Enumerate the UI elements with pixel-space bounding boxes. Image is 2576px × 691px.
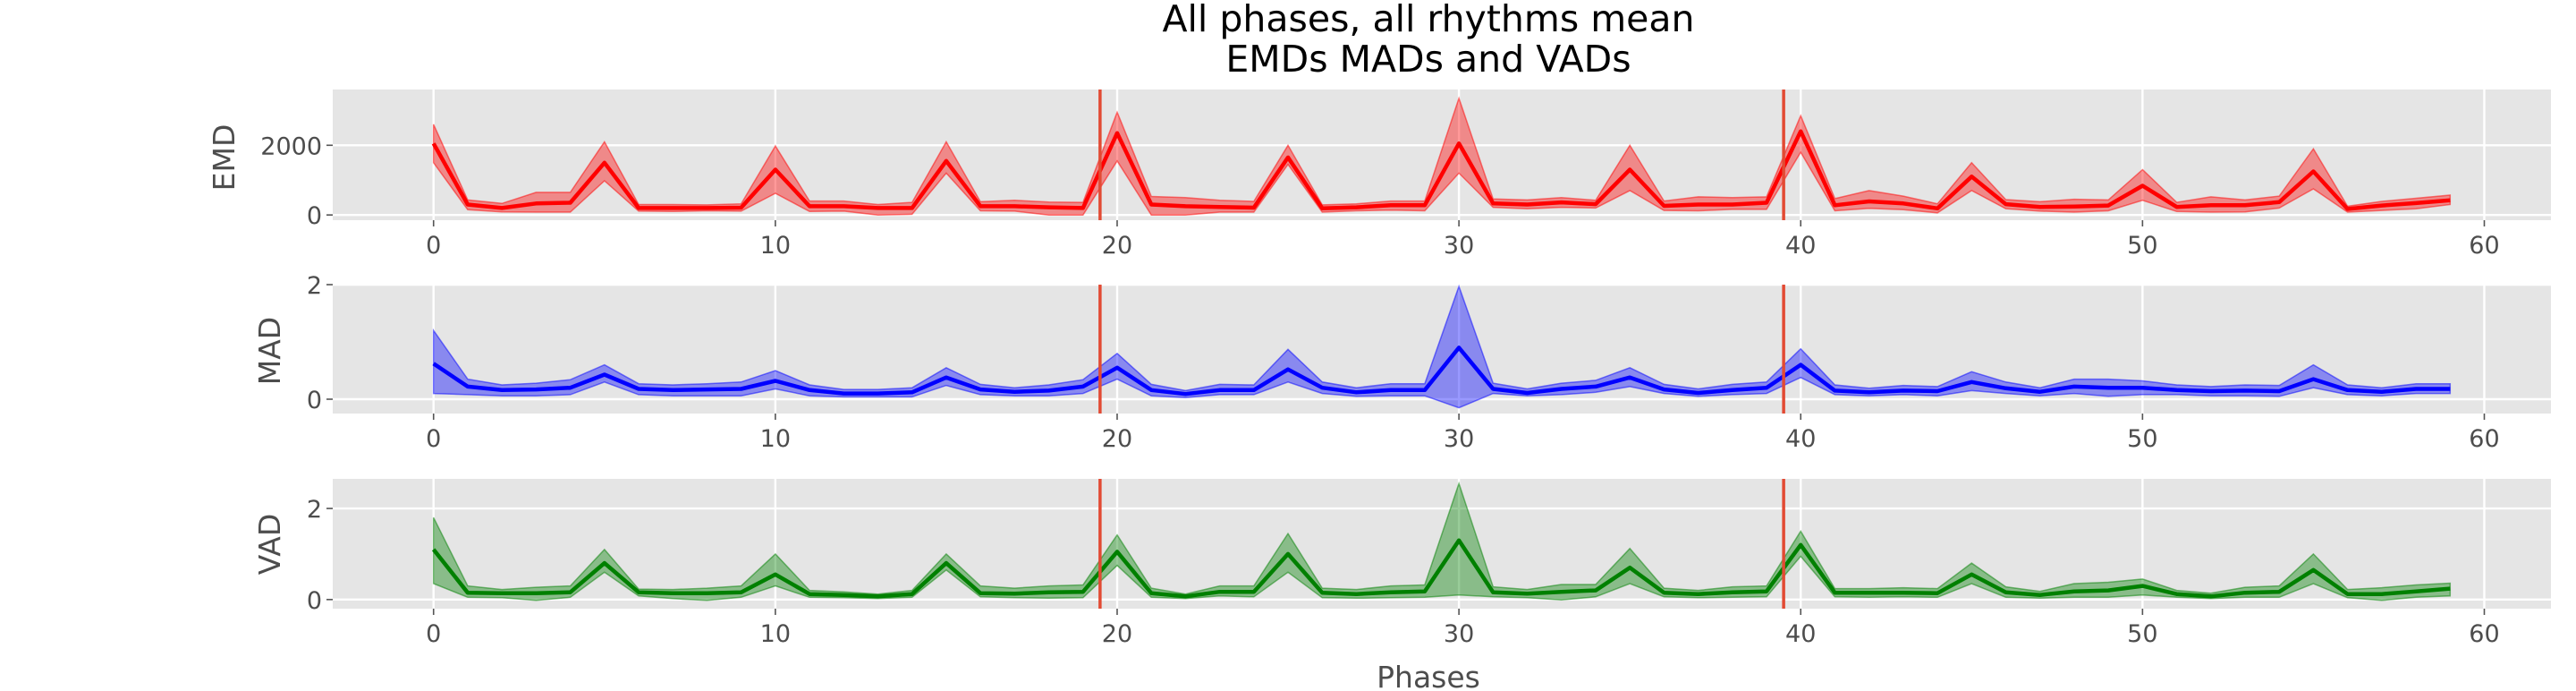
- mad-x-tick-label-0: 0: [426, 425, 441, 453]
- emd-panel: 0 10 20 30 40 50 60 0 2000: [260, 90, 2551, 260]
- emd-x-tick-label-0: 0: [426, 232, 441, 260]
- emd-confidence-band: [432, 96, 2452, 216]
- chart-title-line-2: EMDs MADs and VADs: [1225, 38, 1631, 81]
- vad-x-tick-label-4: 40: [1785, 620, 1816, 648]
- emd-x-tick-label-1: 10: [760, 232, 791, 260]
- mad-y-tick-label-1: 2: [307, 272, 322, 300]
- mad-y-tick-label-0: 0: [307, 387, 322, 414]
- emd-y-tick-label-1: 2000: [260, 132, 322, 160]
- emd-x-tick-label-2: 20: [1102, 232, 1132, 260]
- mad-x-tick-label-3: 30: [1444, 425, 1474, 453]
- emd-x-tick-label-5: 50: [2127, 232, 2157, 260]
- mad-x-tick-label-1: 10: [760, 425, 791, 453]
- mad-confidence-band: [432, 284, 2452, 409]
- vad-x-tick-label-1: 10: [760, 620, 791, 648]
- mad-axis-label: MAD: [252, 317, 287, 385]
- emd-x-tick-label-3: 30: [1444, 232, 1474, 260]
- vad-x-tick-label-0: 0: [426, 620, 441, 648]
- vad-x-tick-label-3: 30: [1444, 620, 1474, 648]
- vad-x-tick-label-6: 60: [2469, 620, 2499, 648]
- x-axis-label: Phases: [1377, 660, 1480, 691]
- emd-mean-line: [431, 129, 2451, 211]
- vad-x-tick-label-2: 20: [1102, 620, 1132, 648]
- mad-x-tick-label-6: 60: [2469, 425, 2499, 453]
- emd-x-tick-label-6: 60: [2469, 232, 2499, 260]
- emd-plot-area: [333, 90, 2551, 220]
- mad-x-tick-label-5: 50: [2127, 425, 2157, 453]
- mad-panel: 0 10 20 30 40 50 60 0 2: [307, 272, 2551, 453]
- vad-y-tick-label-1: 2: [307, 496, 322, 524]
- chart-title-line-1: All phases, all rhythms mean: [1162, 0, 1694, 40]
- mad-mean-line: [432, 346, 2451, 397]
- vad-mean-line: [431, 538, 2451, 599]
- vad-plot-area: [333, 479, 2551, 609]
- vad-axis-label: VAD: [252, 514, 287, 575]
- emd-y-tick-label-0: 0: [307, 202, 322, 230]
- mad-x-tick-label-2: 20: [1102, 425, 1132, 453]
- vad-x-tick-label-5: 50: [2127, 620, 2157, 648]
- emd-axis-label: EMD: [207, 124, 242, 192]
- emd-x-tick-label-4: 40: [1785, 232, 1816, 260]
- vad-panel: 0 10 20 30 40 50 60 0 2: [307, 479, 2551, 648]
- vad-y-tick-label-0: 0: [307, 587, 322, 615]
- mad-x-tick-label-4: 40: [1785, 425, 1816, 453]
